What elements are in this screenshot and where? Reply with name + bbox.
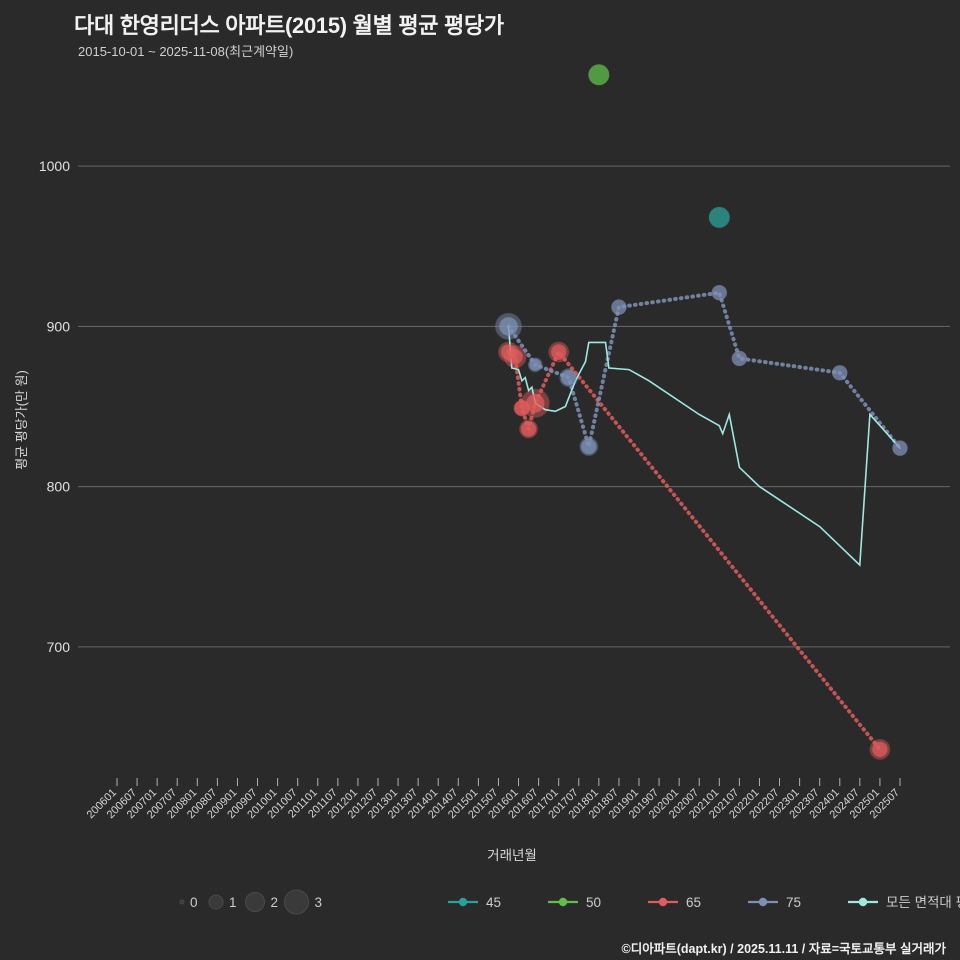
legend-size-bubble <box>179 899 185 905</box>
legend-swatch-dot[interactable] <box>458 897 468 907</box>
y-axis-title: 평균 평당가(만 원) <box>14 370 29 470</box>
y-tick-label: 900 <box>47 318 71 334</box>
legend-size-bubble <box>245 892 265 912</box>
series-point-75 <box>581 438 597 455</box>
series-point-75 <box>561 369 577 386</box>
legend-size-bubble <box>284 889 309 915</box>
legend-size-label: 2 <box>271 895 279 910</box>
series-point-65 <box>525 393 545 413</box>
series-point-75 <box>529 358 542 371</box>
legend-size-label: 0 <box>190 895 198 910</box>
series-point-65 <box>550 344 567 360</box>
series-line-모든 면적대 평균값 <box>507 325 901 567</box>
footer-attribution: ©디아파트(dapt.kr) / 2025.11.11 / 자료=국토교통부 실… <box>621 942 946 956</box>
series-point-75 <box>731 350 748 367</box>
series-point-75 <box>499 317 518 336</box>
series-markers-group <box>499 64 908 758</box>
series-point-75 <box>832 365 848 381</box>
legend-size-label: 3 <box>315 895 323 910</box>
series-point-65 <box>520 421 537 437</box>
legend-size-label: 1 <box>229 895 237 910</box>
series-lines-group <box>506 290 902 752</box>
series-point-65 <box>507 349 523 365</box>
page-title: 다대 한영리더스 아파트(2015) 월별 평균 평당가 <box>74 13 504 38</box>
legend-swatch-dot[interactable] <box>658 897 668 907</box>
legend-swatch-dot[interactable] <box>558 897 568 907</box>
y-tick-label: 1000 <box>39 158 70 174</box>
y-tick-label: 700 <box>47 639 71 655</box>
legend-series-label[interactable]: 모든 면적대 평균값 <box>886 895 960 910</box>
legend-group[interactable]: 0 1 2 3 45 50 65 75 모든 면적대 평균값 <box>179 889 960 915</box>
legend-series-label[interactable]: 45 <box>486 895 501 910</box>
x-axis-title: 거래년월 <box>487 848 537 863</box>
y-tick-label: 800 <box>47 479 71 495</box>
legend-series-label[interactable]: 65 <box>686 895 701 910</box>
series-point-50 <box>588 64 610 86</box>
legend-swatch-dot[interactable] <box>758 897 768 907</box>
y-axis-ticks: 700 800 900 1000 <box>39 158 70 655</box>
series-point-65 <box>872 741 888 758</box>
legend-swatch-dot[interactable] <box>858 897 868 907</box>
legend-series-label[interactable]: 50 <box>586 895 601 910</box>
page-subtitle: 2015-10-01 ~ 2025-11-08(최근계약일) <box>78 44 294 59</box>
legend-series-label[interactable]: 75 <box>786 895 801 910</box>
series-point-75 <box>711 285 728 301</box>
series-point-45 <box>708 206 730 228</box>
x-axis-ticks: 2006012006072007012007072008012008072009… <box>85 778 902 821</box>
legend-size-bubble <box>208 894 224 910</box>
series-point-75 <box>611 299 627 315</box>
series-point-75 <box>892 440 908 456</box>
